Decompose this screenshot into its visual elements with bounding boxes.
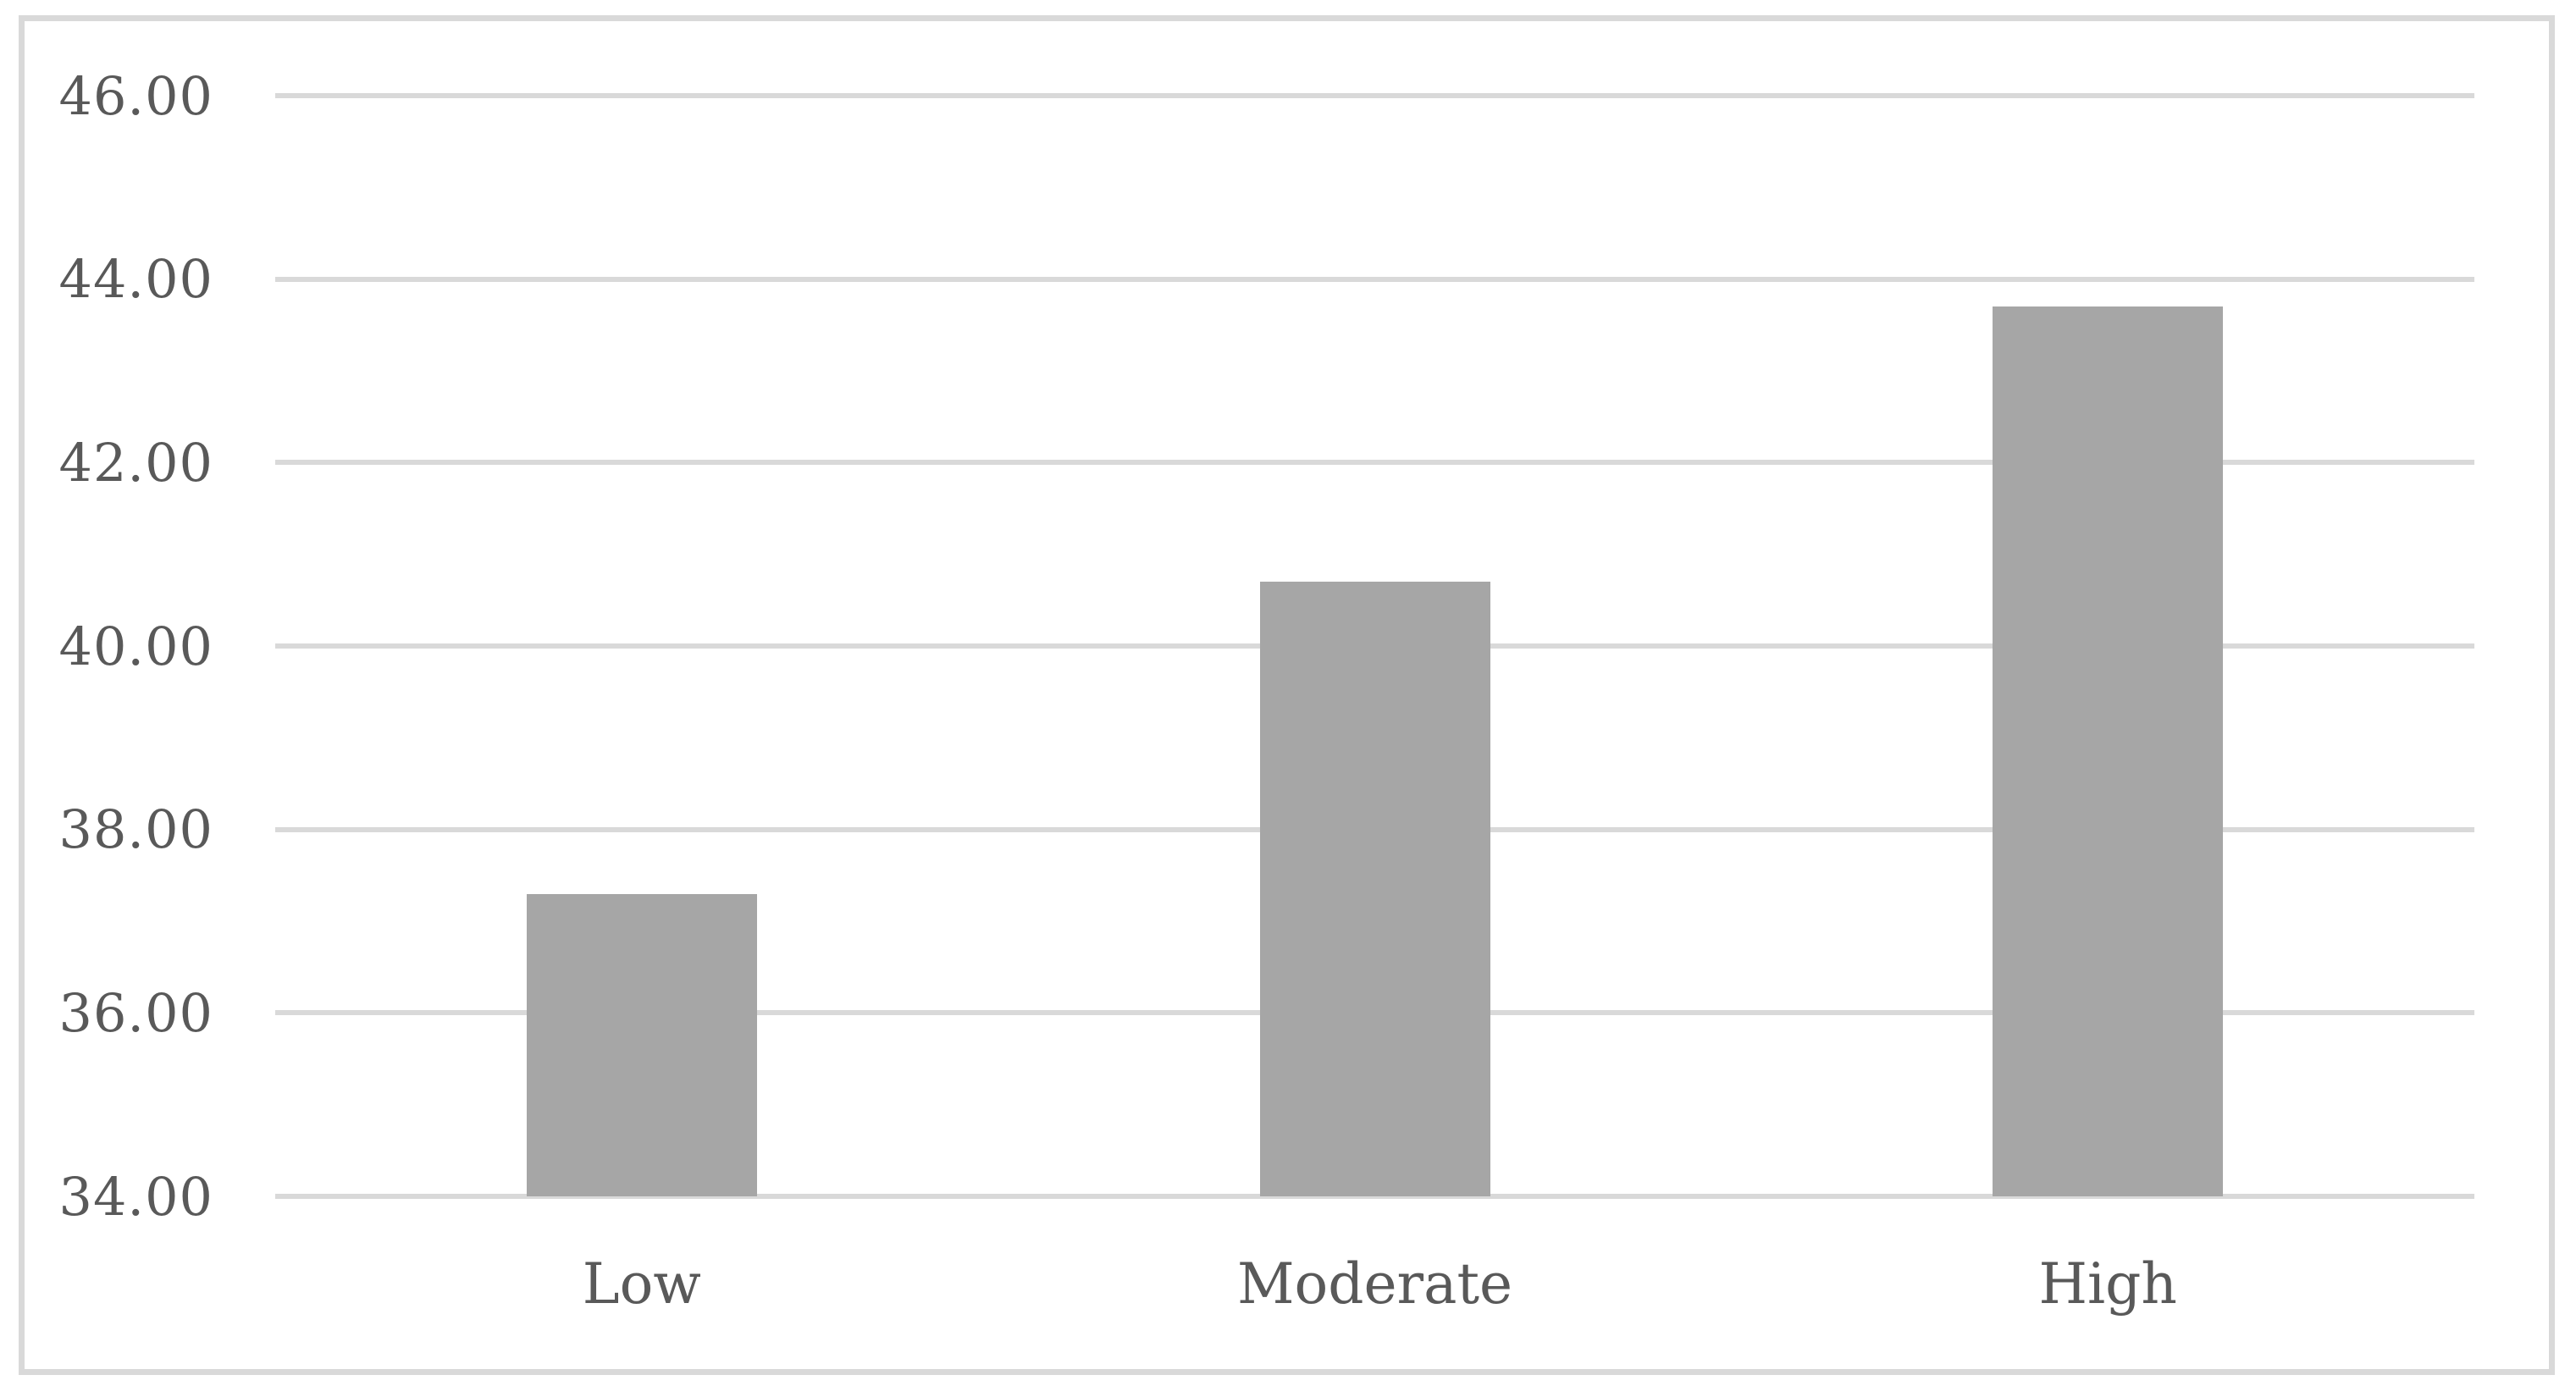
x-axis-label-high: High (2038, 1251, 2177, 1317)
x-axis-label-low: Low (582, 1251, 701, 1317)
gridline (275, 1194, 2474, 1199)
bar-moderate (1259, 582, 1490, 1196)
gridline (275, 460, 2474, 466)
chart-border (19, 15, 2555, 1375)
bar-low (526, 893, 757, 1196)
gridline (275, 276, 2474, 282)
bar-high (1993, 306, 2224, 1196)
y-tick-label: 36.00 (58, 981, 213, 1044)
y-tick-label: 42.00 (58, 431, 213, 494)
gridline (275, 93, 2474, 98)
x-axis-label-moderate: Moderate (1236, 1251, 1513, 1317)
y-tick-label: 34.00 (58, 1165, 213, 1228)
y-tick-label: 46.00 (58, 64, 213, 127)
y-tick-label: 38.00 (58, 798, 213, 861)
y-tick-label: 40.00 (58, 615, 213, 677)
y-tick-label: 44.00 (58, 248, 213, 311)
